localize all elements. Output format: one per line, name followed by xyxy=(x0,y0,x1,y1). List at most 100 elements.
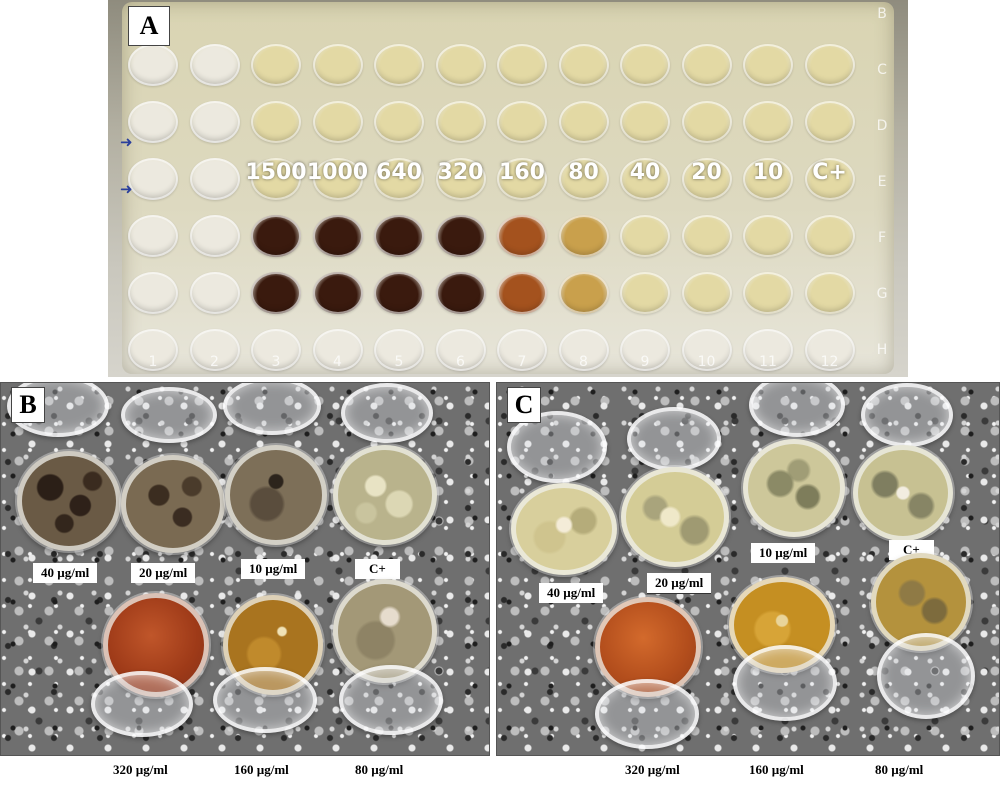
column-number: 11 xyxy=(759,354,777,370)
plate-well xyxy=(435,44,486,86)
plate-well xyxy=(128,272,178,314)
plate-well xyxy=(251,272,301,314)
column-number: 12 xyxy=(820,354,839,370)
petri-dish-10 xyxy=(225,445,327,545)
plate-well xyxy=(558,215,609,257)
plate-well xyxy=(620,215,670,257)
dilution-label: 640 xyxy=(376,160,422,185)
plate-well xyxy=(497,329,547,371)
plate-well xyxy=(620,329,670,371)
label-20-ug-ml: 20 µg/ml xyxy=(131,563,196,583)
column-number: 2 xyxy=(210,354,219,370)
petri-dish-40 xyxy=(511,483,617,575)
row-letter: F xyxy=(877,230,887,246)
plate-well xyxy=(558,158,609,200)
petri-lid xyxy=(341,383,433,443)
plate-well xyxy=(251,215,301,257)
petri-dish-80 xyxy=(871,553,971,651)
plate-well xyxy=(189,215,240,257)
panel-c-petri-dishes-photo: 10 µg/ml C+ 20 µg/ml 40 µg/ml C xyxy=(496,382,1000,756)
petri-dish-10 xyxy=(743,439,845,537)
column-number: 10 xyxy=(697,354,716,370)
column-number: 5 xyxy=(394,354,404,370)
dilution-label: 1500 xyxy=(245,160,307,185)
plate-well xyxy=(558,329,609,371)
row-letter: H xyxy=(876,342,888,358)
petri-lid xyxy=(121,387,217,443)
plate-well xyxy=(743,272,793,314)
plate-well xyxy=(558,272,609,314)
plate-well xyxy=(312,158,363,200)
plate-well xyxy=(804,215,855,257)
plate-well xyxy=(743,329,793,371)
dilution-label: 160 xyxy=(499,160,545,185)
dilution-label: 20 xyxy=(691,160,722,185)
panel-a-letter: A xyxy=(128,6,170,46)
label-10-ug-ml: 10 µg/ml xyxy=(751,543,816,563)
plate-well xyxy=(804,44,855,86)
label-320-ug-ml: 320 µg/ml xyxy=(113,762,168,777)
plate-well xyxy=(497,101,547,143)
plate-well xyxy=(558,101,609,143)
plate-well xyxy=(620,158,670,200)
plate-well xyxy=(681,158,732,200)
label-320-ug-ml: 320 µg/ml xyxy=(625,762,680,777)
plate-well xyxy=(743,215,793,257)
plate-well xyxy=(374,158,424,200)
row-letter: G xyxy=(876,286,888,302)
row-letter: B xyxy=(877,6,887,22)
plate-well xyxy=(804,272,855,314)
plate-well xyxy=(681,101,732,143)
label-c-plus: C+ xyxy=(355,559,400,579)
petri-dish-20 xyxy=(621,467,729,567)
plate-well xyxy=(435,272,486,314)
petri-lid xyxy=(595,679,699,749)
petri-lid xyxy=(223,383,321,435)
plate-well xyxy=(558,44,609,86)
plate-well xyxy=(374,215,424,257)
label-20-ug-ml: 20 µg/ml xyxy=(647,573,712,594)
plate-well xyxy=(251,101,301,143)
plate-well xyxy=(251,44,301,86)
plate-well xyxy=(497,272,547,314)
petri-dish-control-positive xyxy=(333,445,437,545)
pen-arrow-mark: ➜ xyxy=(120,133,133,151)
label-40-ug-ml: 40 µg/ml xyxy=(539,583,604,603)
plate-well xyxy=(497,215,547,257)
plate-well xyxy=(189,329,240,371)
dilution-label: 320 xyxy=(437,160,484,185)
plate-well xyxy=(189,158,240,200)
plate-well xyxy=(681,215,732,257)
plate-well xyxy=(189,101,240,143)
plate-well xyxy=(681,329,732,371)
petri-lid xyxy=(91,671,193,737)
panel-b-letter: B xyxy=(11,387,45,423)
petri-lid xyxy=(507,411,607,483)
plate-well xyxy=(435,329,486,371)
petri-lid xyxy=(749,383,845,437)
plate-well xyxy=(497,44,547,86)
dilution-label: 80 xyxy=(568,160,599,185)
column-number: 3 xyxy=(271,354,281,370)
label-80-ug-ml: 80 µg/ml xyxy=(355,762,404,777)
plate-well xyxy=(681,44,732,86)
plate-well xyxy=(189,272,240,314)
column-number: 6 xyxy=(456,354,465,370)
petri-lid xyxy=(861,383,953,447)
pen-arrow-mark: ➜ xyxy=(120,180,133,198)
dilution-label: C+ xyxy=(812,160,847,185)
petri-dish-80 xyxy=(333,579,437,683)
petri-dish-40 xyxy=(17,451,121,551)
row-letter: C xyxy=(877,62,887,78)
panel-c-letter: C xyxy=(507,387,541,423)
row-letter: D xyxy=(876,118,888,134)
column-number: 7 xyxy=(517,354,527,370)
plate-well xyxy=(497,158,547,200)
plate-well xyxy=(374,329,424,371)
petri-lid xyxy=(733,645,837,721)
plate-well xyxy=(374,101,424,143)
plate-well xyxy=(312,101,363,143)
plate-well xyxy=(128,101,178,143)
column-number: 4 xyxy=(333,354,342,370)
plate-well xyxy=(128,44,178,86)
